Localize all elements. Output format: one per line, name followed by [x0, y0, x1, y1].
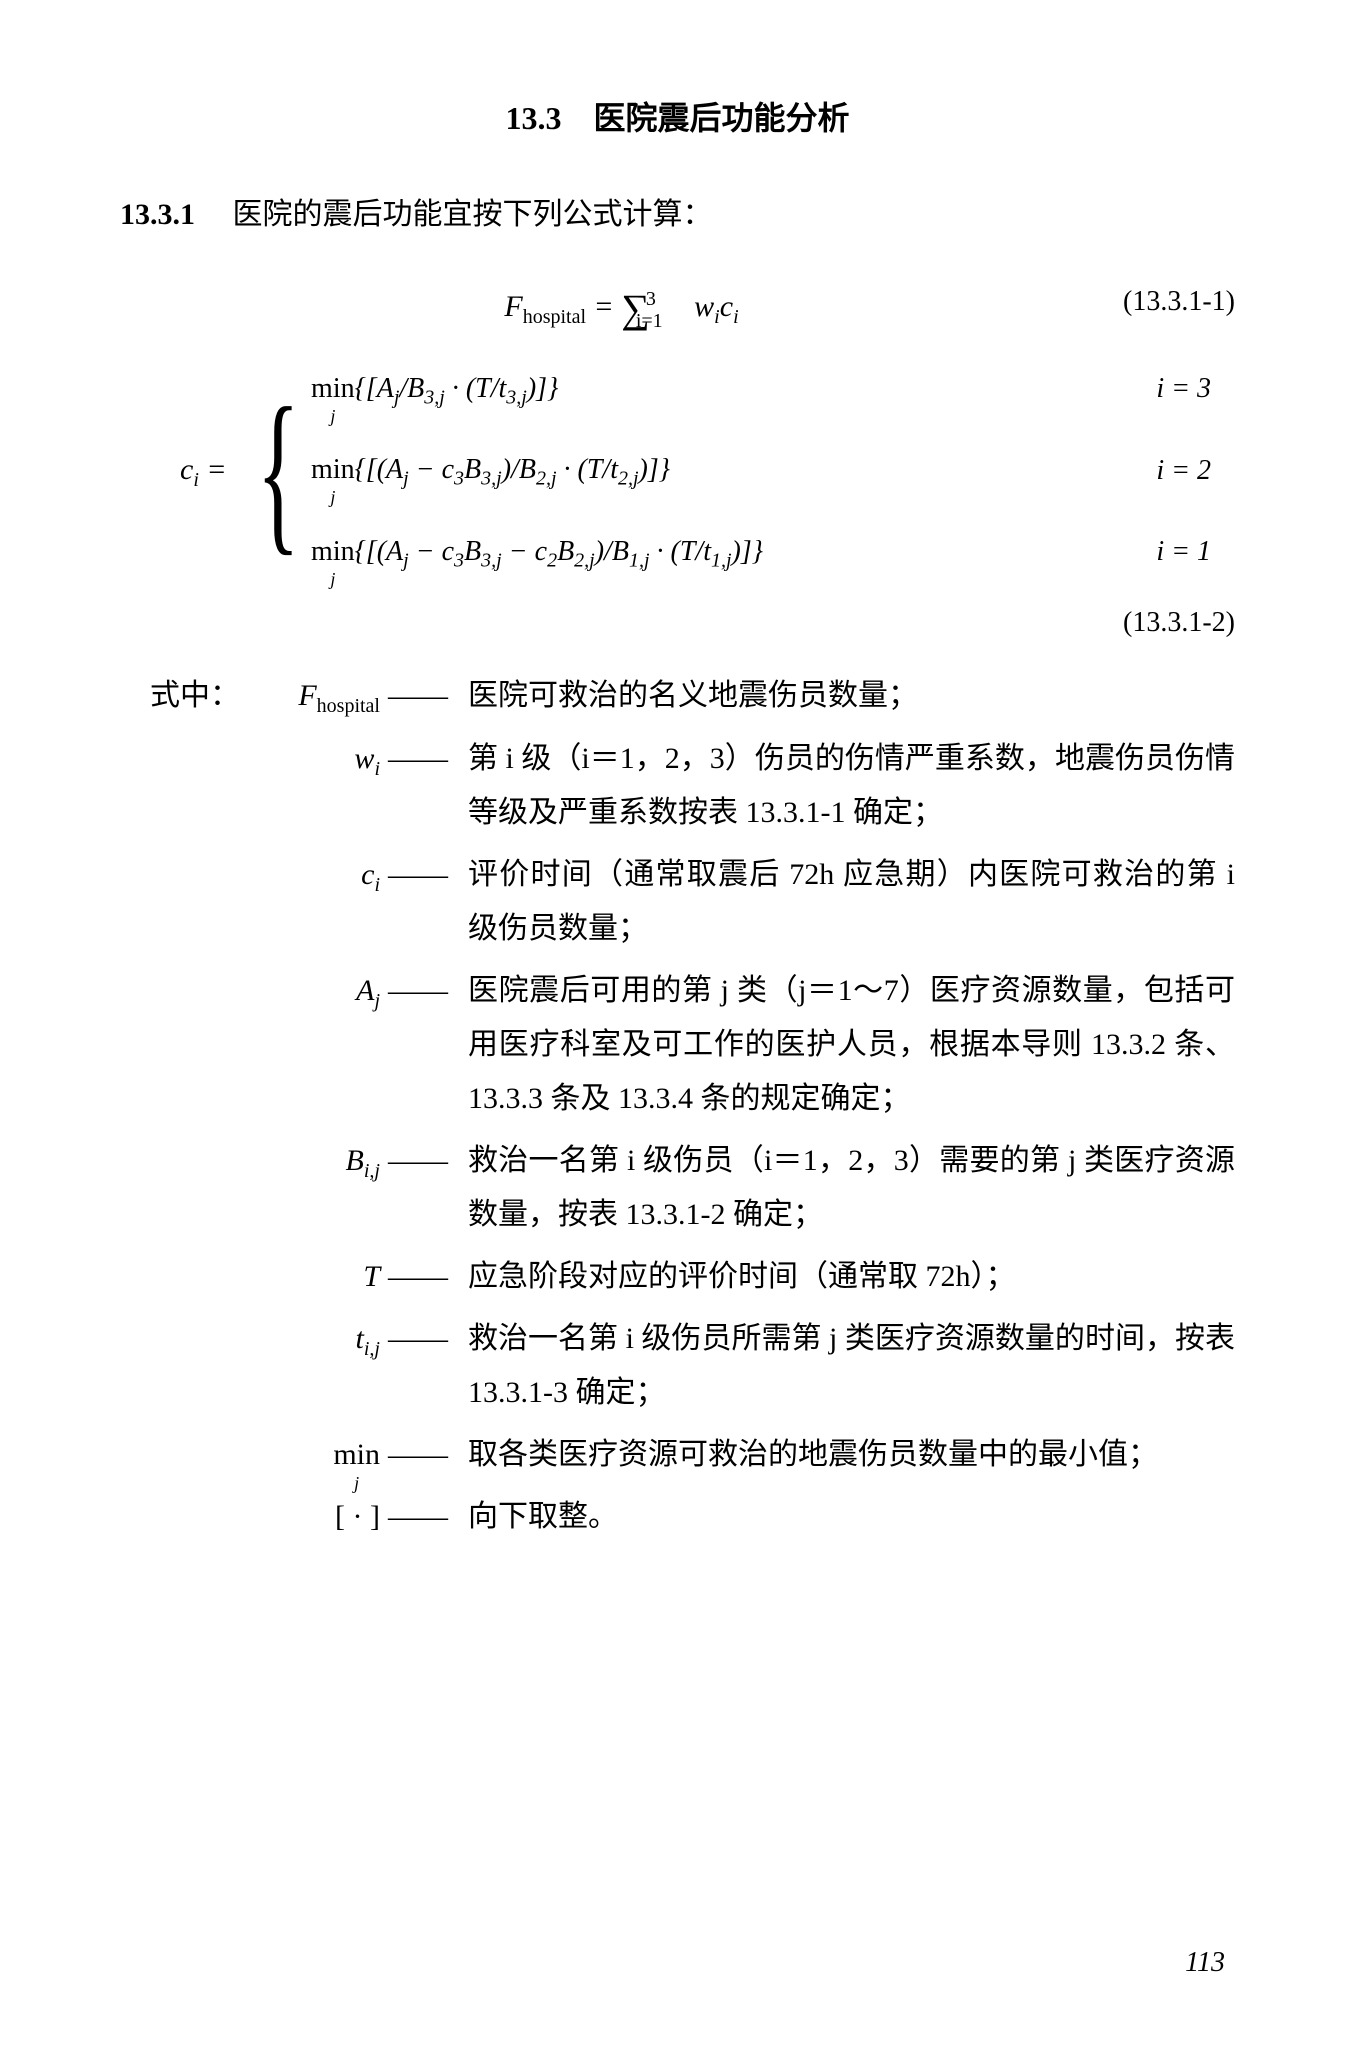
page-number: 113 [1185, 1938, 1225, 1988]
def-row-2: ci —— 评价时间（通常取震后 72h 应急期）内医院可救治的第 i 级伤员数… [120, 848, 1235, 956]
cases-container: minj{[Aj/B3,j · (T/t3,j)]} i = 3 minj{[(… [311, 364, 1211, 579]
def-row-4: Bi,j —— 救治一名第 i 级伤员（i＝1，2，3）需要的第 j 类医疗资源… [120, 1134, 1235, 1242]
piecewise-lhs: ci = [180, 443, 235, 498]
def-symbol-7: minj [240, 1428, 388, 1482]
def-row-8: [ · ] —— 向下取整。 [120, 1490, 1235, 1544]
formula-1: Fhospital = ∑3i=1 wici (13.3.1-1) [120, 267, 1235, 339]
def-row-6: ti,j —— 救治一名第 i 级伤员所需第 j 类医疗资源数量的时间，按表 1… [120, 1312, 1235, 1420]
piecewise-formula: ci = { minj{[Aj/B3,j · (T/t3,j)]} i = 3 … [180, 364, 1235, 579]
def-symbol-3: Aj [240, 964, 388, 1126]
def-text-8: 向下取整。 [468, 1490, 1235, 1544]
subsection-text [203, 198, 233, 231]
formula-2-label: (13.3.1-2) [120, 598, 1235, 648]
def-text-5: 应急阶段对应的评价时间（通常取 72h）； [468, 1250, 1235, 1304]
def-symbol-2: ci [240, 848, 388, 956]
def-text-7: 取各类医疗资源可救治的地震伤员数量中的最小值； [468, 1428, 1235, 1482]
case-1: minj{[Aj/B3,j · (T/t3,j)]} i = 3 [311, 364, 1211, 416]
def-symbol-1: wi [240, 732, 388, 840]
case-3: minj{[(Aj − c3B3,j − c2B2,j)/B1,j · (T/t… [311, 527, 1211, 579]
def-symbol-6: ti,j [240, 1312, 388, 1420]
def-symbol-4: Bi,j [240, 1134, 388, 1242]
def-dash-0: —— [388, 669, 468, 724]
brace-left: { [256, 390, 299, 552]
formula-1-label: (13.3.1-1) [1123, 277, 1235, 327]
case-2: minj{[(Aj − c3B3,j)/B2,j · (T/t2,j)]} i … [311, 445, 1211, 497]
def-row-0: 式中： Fhospital —— 医院可救治的名义地震伤员数量； [120, 669, 1235, 724]
def-row-7: minj —— 取各类医疗资源可救治的地震伤员数量中的最小值； [120, 1428, 1235, 1482]
def-text-4: 救治一名第 i 级伤员（i＝1，2，3）需要的第 j 类医疗资源数量，按表 13… [468, 1134, 1235, 1242]
def-symbol-8: [ · ] [240, 1490, 388, 1544]
def-row-5: T —— 应急阶段对应的评价时间（通常取 72h）； [120, 1250, 1235, 1304]
def-text-1: 第 i 级（i＝1，2，3）伤员的伤情严重系数，地震伤员伤情等级及严重系数按表 … [468, 732, 1235, 840]
def-row-3: Aj —— 医院震后可用的第 j 类（j＝1～7）医疗资源数量，包括可用医疗科室… [120, 964, 1235, 1126]
def-text-6: 救治一名第 i 级伤员所需第 j 类医疗资源数量的时间，按表 13.3.1-3 … [468, 1312, 1235, 1420]
def-row-1: wi —— 第 i 级（i＝1，2，3）伤员的伤情严重系数，地震伤员伤情等级及严… [120, 732, 1235, 840]
section-title: 13.3 医院震后功能分析 [120, 90, 1235, 148]
subsection-number: 13.3.1 [120, 198, 195, 231]
definitions-block: 式中： Fhospital —— 医院可救治的名义地震伤员数量； wi —— 第… [120, 669, 1235, 1544]
subsection-body: 医院的震后功能宜按下列公式计算： [233, 198, 713, 231]
def-text-0: 医院可救治的名义地震伤员数量； [468, 669, 1235, 724]
formula-1-expr: Fhospital = ∑3i=1 wici [120, 267, 1123, 339]
def-symbol-0: Fhospital [240, 669, 388, 724]
subsection-intro: 13.3.1 医院的震后功能宜按下列公式计算： [120, 188, 1235, 242]
def-symbol-5: T [240, 1250, 388, 1304]
def-text-3: 医院震后可用的第 j 类（j＝1～7）医疗资源数量，包括可用医疗科室及可工作的医… [468, 964, 1235, 1126]
def-prefix: 式中： [120, 669, 240, 724]
def-text-2: 评价时间（通常取震后 72h 应急期）内医院可救治的第 i 级伤员数量； [468, 848, 1235, 956]
